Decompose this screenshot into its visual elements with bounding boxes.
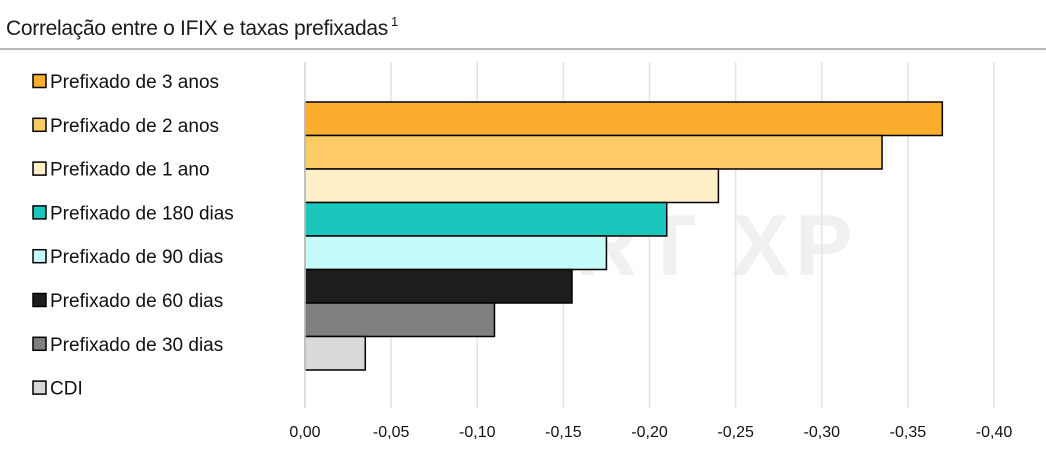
x-tick-label: -0,30: [804, 424, 841, 441]
bar: [304, 268, 573, 304]
legend-swatch: [32, 292, 47, 308]
bar: [304, 201, 668, 237]
legend-label: Prefixado de 180 dias: [50, 203, 234, 224]
chart-title: Correlação entre o IFIX e taxas prefixad…: [6, 14, 398, 41]
x-tick-label: -0,05: [373, 424, 410, 441]
x-tick-label: -0,10: [459, 424, 496, 441]
legend-swatch: [32, 117, 47, 133]
legend-swatch: [32, 248, 47, 264]
bar: [304, 235, 608, 271]
legend-label: Prefixado de 2 anos: [50, 116, 219, 137]
legend-label: Prefixado de 3 anos: [50, 72, 219, 93]
legend-swatch: [32, 73, 47, 89]
bar: [304, 302, 496, 338]
legend-swatch: [32, 336, 47, 352]
x-tick-label: -0,40: [976, 424, 1013, 441]
title-divider: [0, 48, 1046, 50]
legend-label: CDI: [50, 379, 83, 400]
x-tick-label: -0,20: [631, 424, 668, 441]
title-footnote-marker: 1: [390, 14, 398, 29]
legend-swatch: [32, 205, 47, 220]
legend-swatch: [32, 161, 47, 176]
x-tick-label: -0,15: [545, 424, 582, 441]
legend-swatch: [32, 380, 47, 395]
legend-label: Prefixado de 90 dias: [50, 247, 223, 268]
legend-label: Prefixado de 60 dias: [50, 291, 223, 312]
bar: [304, 134, 883, 170]
x-tick-label: -0,25: [717, 424, 754, 441]
bar: [304, 101, 944, 137]
chart-title-text: Correlação entre o IFIX e taxas prefixad…: [6, 17, 388, 40]
x-tick-label: -0,35: [890, 424, 927, 441]
x-tick-label: 0,00: [289, 424, 320, 441]
bar: [304, 335, 367, 371]
bar: [304, 168, 720, 204]
legend-label: Prefixado de 1 ano: [50, 160, 210, 181]
legend-label: Prefixado de 30 dias: [50, 335, 223, 356]
